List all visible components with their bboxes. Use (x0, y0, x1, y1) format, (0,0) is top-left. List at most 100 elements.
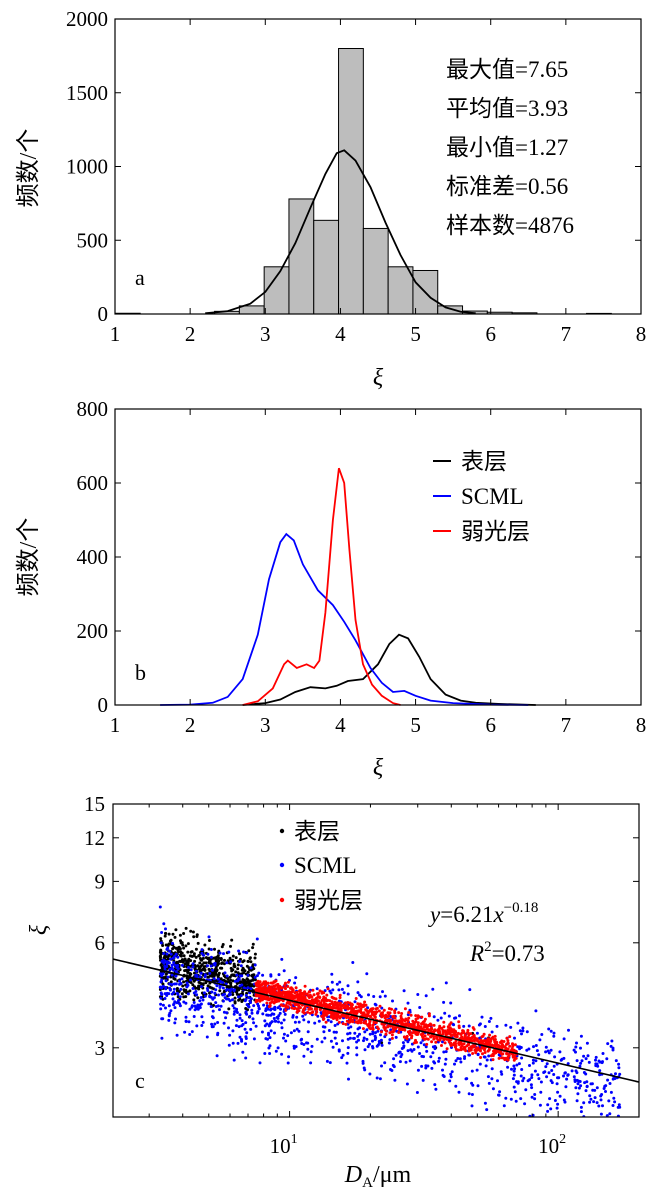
data-point (320, 991, 324, 995)
data-point (585, 1080, 589, 1084)
data-point (586, 1054, 590, 1058)
data-point (213, 956, 217, 960)
data-point (215, 984, 219, 988)
data-point (380, 1043, 384, 1047)
data-point (533, 1069, 537, 1073)
data-point (582, 1071, 586, 1074)
data-point (229, 981, 232, 985)
data-point (255, 998, 259, 1002)
data-point (508, 1035, 512, 1039)
data-point (566, 1073, 570, 1077)
data-point (230, 969, 234, 973)
data-point (580, 1059, 584, 1063)
data-point (401, 1041, 405, 1045)
data-point (263, 1019, 267, 1023)
x-tick-label: 8 (636, 713, 647, 737)
data-point (489, 1037, 492, 1041)
data-point (195, 993, 199, 997)
data-point (257, 1006, 261, 1010)
data-point (390, 1069, 394, 1072)
data-point (245, 951, 249, 955)
data-point (429, 1023, 433, 1027)
data-point (379, 1038, 383, 1042)
data-point (533, 1097, 537, 1101)
data-point (186, 983, 190, 987)
data-point (167, 1018, 171, 1022)
data-point (617, 1103, 621, 1107)
y-tick-label: 1500 (66, 81, 108, 105)
data-point (513, 1036, 516, 1040)
data-point (291, 996, 295, 1000)
data-point (217, 993, 220, 997)
data-point (256, 1011, 259, 1015)
data-point (319, 1004, 323, 1008)
data-point (389, 1015, 393, 1018)
x-axis-label-unit: /μm (373, 1162, 412, 1188)
data-point (175, 960, 179, 964)
data-point (579, 1046, 582, 1050)
data-point (595, 1086, 599, 1090)
data-point (288, 990, 292, 994)
data-point (491, 1052, 495, 1056)
data-point (214, 988, 218, 992)
data-point (205, 1035, 209, 1039)
legend-label-surface: 表层 (461, 449, 507, 474)
histogram-bar (313, 219, 340, 315)
data-point (497, 1056, 501, 1060)
data-point (433, 1083, 437, 1087)
legend-label-weaklight: 弱光层 (294, 888, 363, 913)
data-point (372, 995, 376, 998)
data-point (350, 1007, 354, 1011)
data-point (412, 1048, 416, 1051)
data-point (164, 972, 168, 976)
data-point (424, 1045, 428, 1049)
data-point (346, 984, 350, 988)
distribution-lines (160, 467, 536, 706)
data-point (453, 1032, 457, 1036)
data-point (483, 1051, 487, 1054)
data-point (471, 1052, 475, 1055)
data-point (232, 1058, 236, 1062)
data-point (401, 1027, 405, 1031)
y-axis-ticks: 0 200 400 600 800 (77, 397, 641, 717)
data-point (599, 1112, 603, 1116)
data-point (213, 1022, 217, 1026)
histogram-bar (338, 48, 364, 315)
data-point (331, 988, 335, 992)
data-point (393, 1011, 397, 1015)
data-point (232, 1012, 236, 1016)
data-point (594, 1064, 598, 1068)
data-point (228, 999, 232, 1003)
data-point (249, 984, 253, 988)
data-point (281, 1004, 285, 1008)
data-point (346, 1001, 350, 1004)
y-tick-label: 500 (77, 228, 109, 252)
data-point (260, 983, 263, 987)
data-point (161, 1003, 165, 1007)
data-point (184, 944, 188, 948)
data-point (449, 1043, 453, 1046)
data-point (421, 1078, 425, 1082)
data-point (222, 952, 225, 956)
data-point (400, 1021, 404, 1025)
data-point (525, 1030, 529, 1034)
data-point (247, 996, 251, 1000)
data-point (214, 1005, 218, 1008)
data-point (346, 1007, 350, 1011)
data-point (430, 1066, 434, 1070)
x-tick-base: 10 (270, 1134, 291, 1158)
data-point (346, 1032, 350, 1036)
data-point (348, 1020, 352, 1024)
data-point (497, 1093, 501, 1097)
panel-label: a (135, 265, 145, 290)
r2-value: =0.73 (492, 941, 545, 966)
data-point (578, 1064, 582, 1068)
data-point (549, 1029, 553, 1033)
data-point (199, 996, 203, 999)
data-point (326, 1011, 330, 1015)
data-point (200, 951, 204, 955)
data-point (187, 966, 190, 969)
data-point (359, 1018, 363, 1022)
data-point (532, 1045, 535, 1049)
data-point (209, 948, 213, 951)
